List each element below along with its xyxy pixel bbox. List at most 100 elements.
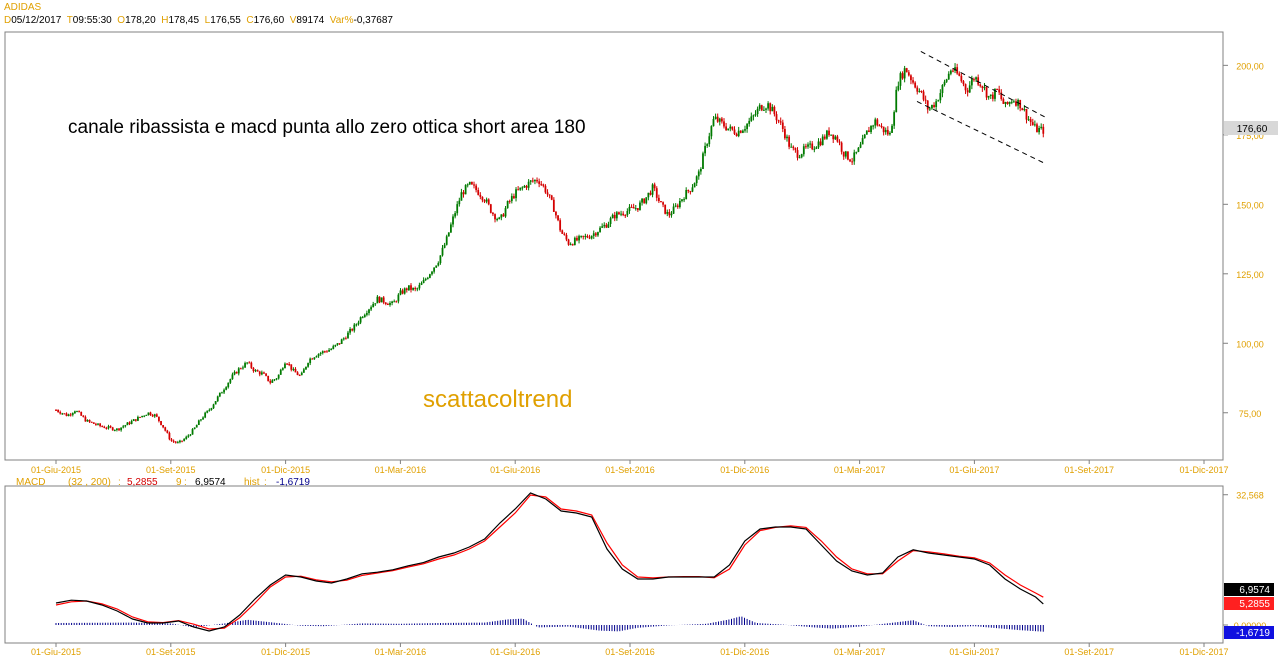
candle-body (695, 176, 698, 184)
candle-body (565, 234, 568, 240)
close-label: C (246, 15, 254, 26)
candle-body (170, 439, 173, 441)
candle-body (466, 184, 469, 186)
chart-comment: canale ribassista e macd punta allo zero… (68, 117, 586, 138)
date-label: D (4, 15, 12, 26)
candle-body (855, 151, 858, 153)
candle-body (334, 344, 337, 347)
high-label: H (161, 15, 169, 26)
candle-body (813, 148, 816, 150)
candle-body (290, 364, 293, 370)
candle-body (865, 130, 868, 135)
candle-body (246, 362, 249, 364)
price-y-tick-label: 200,00 (1236, 61, 1264, 71)
candle-body (225, 387, 228, 390)
candle-body (540, 183, 543, 185)
candle-body (128, 422, 131, 424)
candle-body (716, 116, 719, 122)
candle-body (914, 82, 917, 88)
candle-body (832, 134, 835, 140)
candle-body (937, 100, 940, 102)
candle-body (74, 411, 76, 414)
price-x-tick-label: 01-Dic-2015 (261, 465, 310, 475)
candle-body (422, 280, 425, 284)
candle-body (204, 412, 207, 418)
candle-body (733, 129, 736, 134)
candle-body (101, 426, 104, 428)
candle-body (166, 430, 169, 433)
candle-body (1002, 98, 1005, 104)
candle-body (1021, 108, 1024, 111)
candle-body (55, 409, 57, 411)
candle-body (573, 237, 576, 246)
candle-body (313, 357, 316, 360)
candle-body (840, 142, 843, 152)
macd-x-tick-label: 01-Mar-2016 (375, 647, 427, 657)
candle-body (660, 201, 662, 203)
candle-body (916, 87, 919, 92)
candle-body (311, 358, 314, 360)
candle-body (233, 371, 236, 375)
candle-body (525, 185, 528, 188)
candle-body (968, 85, 971, 93)
candle-body (918, 90, 921, 92)
candle-body (529, 180, 532, 182)
macd-line (55, 492, 1044, 632)
candle-body (185, 436, 188, 440)
candle-body (828, 130, 830, 136)
candle-body (309, 358, 312, 364)
candle-body (471, 181, 473, 185)
candle-body (983, 87, 986, 89)
candle-body (162, 425, 165, 428)
candle-body (483, 200, 486, 202)
price-x-tick-label: 01-Dic-2016 (720, 465, 769, 475)
close-value: 176,60 (253, 15, 285, 26)
candle-body (746, 123, 748, 130)
candle-body (681, 199, 683, 201)
candle-body (678, 200, 681, 208)
candle-body (815, 147, 818, 149)
candle-body (651, 184, 654, 195)
candle-body (725, 126, 727, 131)
candle-body (498, 217, 501, 220)
candle-body (338, 343, 341, 345)
candle-body (613, 214, 616, 219)
candle-body (139, 416, 141, 418)
candle-body (674, 205, 677, 207)
candle-body (250, 362, 253, 368)
candle-body (863, 134, 866, 139)
price-x-tick-label: 01-Set-2017 (1064, 465, 1114, 475)
varpct-value: -0,37687 (353, 15, 393, 26)
hist-last-box (1224, 626, 1274, 639)
candle-body (676, 205, 679, 208)
candle-body (508, 201, 511, 203)
candle-body (176, 442, 179, 444)
candle-body (1000, 92, 1003, 99)
candle-body (788, 136, 791, 147)
candle-body (223, 389, 225, 393)
candle-body (424, 278, 427, 281)
candle-body (935, 101, 938, 107)
candle-body (210, 408, 213, 410)
open-label: O (117, 15, 126, 26)
candle-body (748, 120, 751, 124)
candle-body (626, 210, 629, 216)
candle-body (523, 185, 526, 188)
candle-body (401, 290, 404, 294)
candle-body (429, 274, 431, 278)
candle-body (391, 301, 393, 303)
candle-body (317, 353, 320, 357)
candle-body (624, 215, 627, 217)
candle-body (363, 314, 366, 318)
candle-body (576, 237, 578, 241)
candle-body (666, 212, 669, 214)
candle-body (1040, 126, 1043, 129)
candle-body (683, 199, 685, 201)
candle-body (456, 204, 459, 214)
candle-body (792, 146, 795, 149)
macd-legend: MACD (32 , 200) : 5,2855 9 : 6,9574 hist… (16, 477, 310, 488)
candle-body (399, 290, 402, 295)
candle-body (802, 146, 805, 155)
candle-body (878, 125, 881, 127)
downtrend-channel (916, 51, 1048, 164)
